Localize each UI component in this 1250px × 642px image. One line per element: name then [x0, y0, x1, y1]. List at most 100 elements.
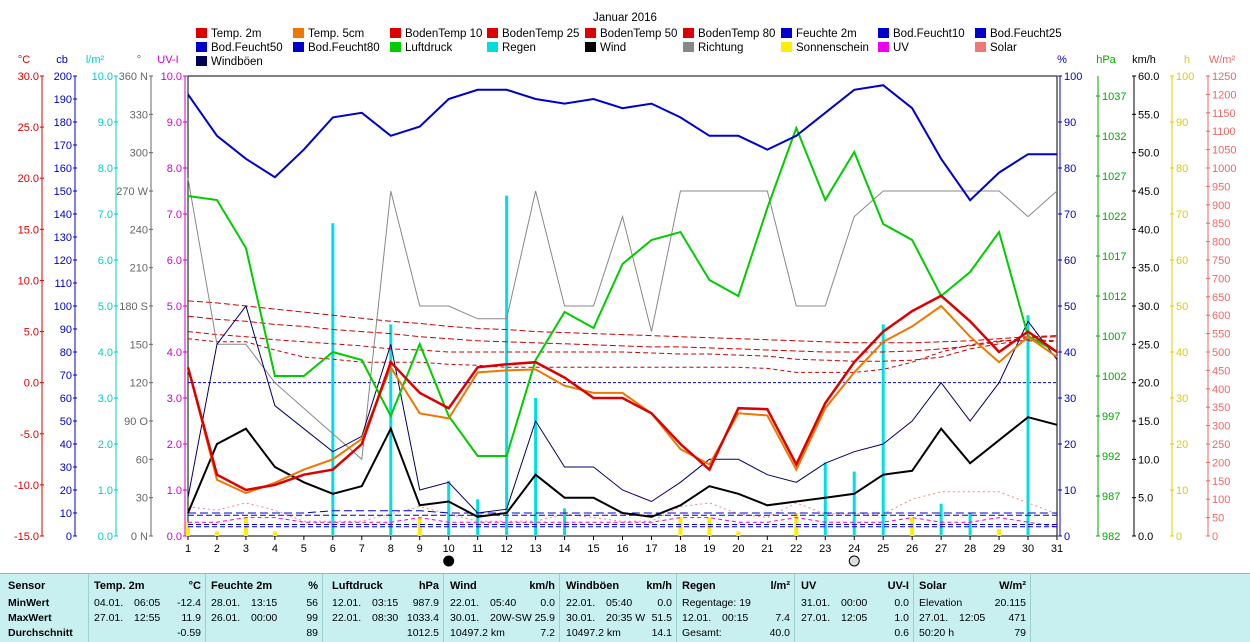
axis-tick-press: 987 — [1102, 491, 1120, 503]
axis-tick-solar: 950 — [1212, 181, 1230, 193]
stat-value: 11.9 — [181, 612, 201, 624]
statistics-panel: Sensor MinWert MaxWert Durchschnitt Temp. 2m… — [0, 573, 1250, 642]
rain-bar — [331, 223, 335, 536]
legend-swatch-7 — [781, 28, 792, 38]
stat-time: 20W-SW — [490, 612, 532, 624]
axis-tick-solar: 400 — [1212, 384, 1230, 396]
axis-tick-wind: 15.0 — [1138, 416, 1159, 428]
legend-swatch-8 — [878, 28, 889, 38]
axis-tick-solar: 100 — [1212, 494, 1230, 506]
axis-tick-cb: 130 — [54, 232, 72, 244]
axis-tick-cb: 200 — [54, 71, 72, 83]
legend-label-11: Bod.Feucht80 — [308, 42, 380, 54]
stat-unit-gust: km/h — [646, 580, 672, 592]
axis-tick-temp: -10.0 — [14, 480, 39, 492]
x-tick-label: 29 — [993, 543, 1005, 555]
axis-tick-press: 1007 — [1102, 331, 1126, 343]
stat-date: 10497.2 km — [566, 627, 621, 639]
legend-label-10: Bod.Feucht50 — [211, 42, 283, 54]
stat-value: 56 — [306, 597, 318, 609]
legend-label-4: BodenTemp 25 — [502, 28, 579, 40]
axis-tick-solar: 350 — [1212, 402, 1230, 414]
sunshine-bar — [272, 531, 277, 536]
humidity-line — [187, 84, 1057, 202]
legend-label-12: Luftdruck — [405, 42, 453, 54]
legend-label-18: Solar — [990, 42, 1017, 54]
stat-unit-rain: l/m² — [770, 580, 790, 592]
rain-bar — [968, 513, 972, 536]
axis-tick-rain: 0.0 — [98, 531, 113, 543]
x-tick-label: 6 — [330, 543, 336, 555]
axis-tick-solar: 50 — [1212, 513, 1224, 525]
axis-tick-temp: 20.0 — [18, 173, 39, 185]
axis-tick-solar: 1200 — [1212, 89, 1236, 101]
stat-date: 27.01. — [919, 612, 949, 624]
stat-value: 987.9 — [412, 597, 439, 609]
axis-unit-uv: UV-I — [157, 54, 178, 66]
wind-gust-line — [187, 304, 1058, 514]
axis-tick-solar: 1250 — [1212, 71, 1236, 83]
axis-tick-wind: 55.0 — [1138, 109, 1159, 121]
stat-value: 40.0 — [769, 627, 790, 639]
axis-tick-dir: 0 N — [131, 531, 148, 543]
x-tick-label: 27 — [935, 543, 947, 555]
axis-tick-press: 1037 — [1102, 91, 1126, 103]
stat-time: 08:30 — [372, 612, 399, 624]
axis-tick-rain: 1.0 — [98, 485, 113, 497]
axis-tick-press: 1012 — [1102, 291, 1126, 303]
axis-tick-hum: 100 — [1064, 71, 1082, 83]
stat-block-press: Luftdruck hPa 12.01. 03:15 987.9 22.01. 08:30 1… — [328, 574, 444, 642]
axis-tick-press: 1032 — [1102, 131, 1126, 143]
axis-tick-press: 1017 — [1102, 251, 1126, 263]
axis-tick-press: 1002 — [1102, 371, 1126, 383]
axis-tick-solar: 1000 — [1212, 163, 1236, 175]
axis-tick-uv: 2.0 — [167, 439, 182, 451]
x-tick-label: 21 — [761, 543, 773, 555]
stat-value: -0.59 — [177, 627, 201, 639]
x-tick-label: 23 — [819, 543, 831, 555]
stat-rowlabel: MaxWert — [8, 612, 52, 624]
stat-time: 05:40 — [490, 597, 517, 609]
axis-tick-temp: 0.0 — [24, 378, 39, 390]
legend-swatch-5 — [585, 28, 596, 38]
stat-date: 50:20 h — [919, 627, 955, 639]
axis-tick-hum: 40 — [1064, 347, 1076, 359]
soil-temp-10-line — [187, 338, 1058, 373]
stat-date: 27.01. — [94, 612, 124, 624]
stat-time: 05:40 — [606, 597, 633, 609]
axis-tick-cb: 110 — [54, 278, 72, 290]
sunshine-bar — [186, 522, 190, 536]
stat-block-wind: Wind km/h 22.01. 05:40 0.0 30.01. 20W-SW 25.9 10… — [446, 574, 560, 642]
stat-value: 0.0 — [657, 597, 672, 609]
axis-tick-solar: 1050 — [1212, 145, 1236, 157]
axis-tick-solar: 250 — [1212, 439, 1230, 451]
stat-time: 12:55 — [134, 612, 161, 624]
axis-tick-dir: 330 — [130, 109, 148, 121]
axis-tick-wind: 40.0 — [1138, 224, 1159, 236]
axis-tick-cb: 180 — [54, 117, 72, 129]
legend-label-17: UV — [893, 42, 909, 54]
stat-header-sensor: Sensor — [8, 580, 46, 592]
legend-swatch-14 — [585, 42, 596, 52]
x-tick-label: 20 — [732, 543, 744, 555]
stat-block-gust: Windböen km/h 22.01. 05:40 0.0 30.01. 20:35 W 5… — [562, 574, 677, 642]
axis-tick-sun: 40 — [1176, 347, 1188, 359]
axis-tick-sun: 100 — [1176, 71, 1194, 83]
axis-tick-hum: 50 — [1064, 301, 1076, 313]
x-tick-label: 8 — [388, 543, 394, 555]
axis-tick-sun: 80 — [1176, 163, 1188, 175]
stat-value: 99 — [306, 612, 318, 624]
axis-tick-dir: 240 — [130, 224, 148, 236]
axis-tick-cb: 10 — [60, 508, 72, 520]
stat-date: 22.01. — [450, 597, 480, 609]
legend-swatch-15 — [683, 42, 694, 52]
stat-date: 12.01. — [682, 612, 712, 624]
axis-tick-uv: 8.0 — [167, 163, 182, 175]
stat-value: 51.5 — [651, 612, 672, 624]
axis-tick-sun: 90 — [1176, 117, 1188, 129]
axis-tick-rain: 7.0 — [98, 209, 113, 221]
legend-label-1: Temp. 2m — [211, 28, 262, 40]
legend-swatch-10 — [196, 42, 207, 52]
axis-tick-solar: 200 — [1212, 457, 1230, 469]
axis-tick-solar: 500 — [1212, 347, 1230, 359]
